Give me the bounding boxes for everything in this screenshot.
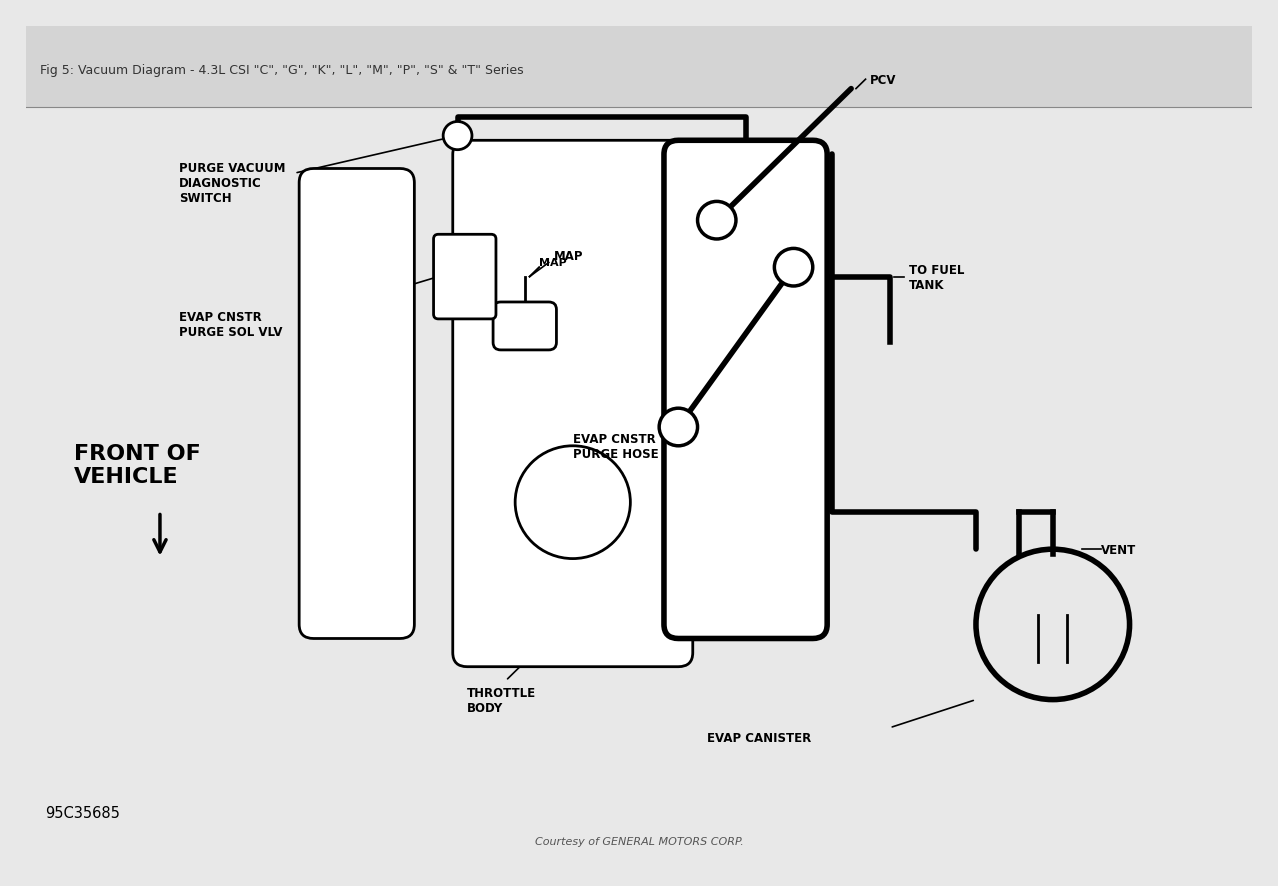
FancyBboxPatch shape	[299, 169, 414, 639]
Text: THROTTLE
BODY: THROTTLE BODY	[468, 686, 537, 714]
Text: EVAP CNSTR
PURGE HOSE: EVAP CNSTR PURGE HOSE	[573, 432, 658, 460]
Text: VENT: VENT	[1100, 543, 1136, 556]
Text: TO FUEL
TANK: TO FUEL TANK	[909, 263, 964, 291]
Text: PURGE VACUUM
DIAGNOSTIC
SWITCH: PURGE VACUUM DIAGNOSTIC SWITCH	[179, 162, 286, 205]
FancyBboxPatch shape	[665, 141, 827, 639]
Circle shape	[659, 408, 698, 447]
Circle shape	[443, 122, 472, 151]
FancyBboxPatch shape	[26, 27, 1252, 108]
Text: PCV: PCV	[870, 74, 897, 87]
Text: EVAP CANISTER: EVAP CANISTER	[707, 731, 812, 744]
FancyBboxPatch shape	[493, 303, 556, 351]
Circle shape	[774, 249, 813, 287]
Circle shape	[698, 202, 736, 240]
Text: EVAP CNSTR
PURGE SOL VLV: EVAP CNSTR PURGE SOL VLV	[179, 310, 282, 338]
FancyBboxPatch shape	[433, 235, 496, 320]
Text: FRONT OF
VEHICLE: FRONT OF VEHICLE	[74, 444, 201, 486]
Text: Courtesy of GENERAL MOTORS CORP.: Courtesy of GENERAL MOTORS CORP.	[534, 835, 744, 845]
FancyBboxPatch shape	[452, 141, 693, 667]
Text: MAP: MAP	[539, 258, 567, 268]
Text: MAP: MAP	[553, 250, 583, 263]
Text: Fig 5: Vacuum Diagram - 4.3L CSI "C", "G", "K", "L", "M", "P", "S" & "T" Series: Fig 5: Vacuum Diagram - 4.3L CSI "C", "G…	[40, 64, 524, 77]
Text: 95C35685: 95C35685	[45, 805, 120, 820]
